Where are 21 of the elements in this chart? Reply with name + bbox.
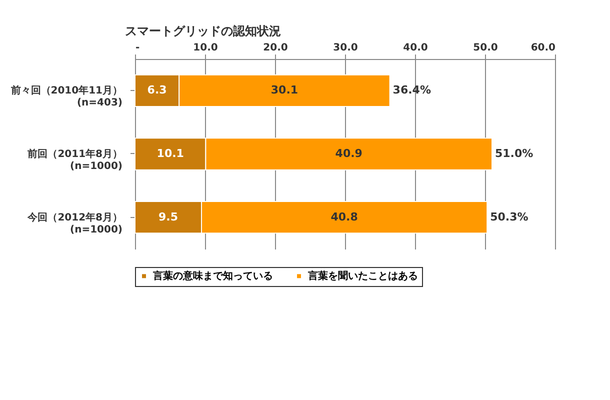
data-label: 30.1 [270, 84, 298, 97]
y-tick-label: 前回（2011年8月） (n=1000) [26, 148, 122, 172]
x-tick-label: 50.0 [473, 42, 498, 54]
total-label: 51.0% [495, 147, 534, 160]
y-tick-label: 今回（2012年8月） (n=1000) [26, 211, 122, 236]
data-label: 40.9 [335, 147, 362, 160]
legend-label: 言葉を聞いたことはある [307, 270, 418, 282]
x-tick-label: 30.0 [333, 42, 358, 54]
x-tick-label: 60.0 [530, 42, 556, 54]
x-tick-label: - [136, 42, 140, 54]
legend-label: 言葉の意味まで知っている [152, 270, 273, 282]
x-tick-label: 20.0 [263, 42, 288, 54]
data-label: 9.5 [158, 210, 178, 224]
data-label: 10.1 [156, 147, 184, 160]
chart-title: スマートグリッドの認知状況 [125, 24, 281, 38]
data-label: 40.8 [330, 210, 358, 224]
data-label: 6.3 [147, 84, 167, 97]
total-label: 50.3% [490, 210, 528, 224]
x-tick-label: 10.0 [193, 42, 218, 54]
y-tick-label: 前々回（2010年11月） (n=403) [10, 84, 122, 109]
x-tick-label: 40.0 [403, 42, 428, 54]
